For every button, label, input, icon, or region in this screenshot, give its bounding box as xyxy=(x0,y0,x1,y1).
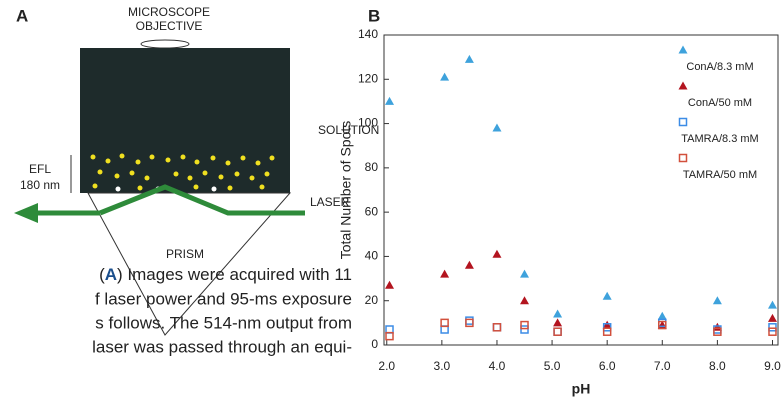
point xyxy=(602,323,612,332)
legend-marker xyxy=(678,153,688,163)
laser-beam xyxy=(99,184,305,216)
panel-label: A xyxy=(16,6,28,25)
y-tick-label: 100 xyxy=(358,116,378,130)
legend-marker xyxy=(678,81,688,90)
laser-label: LASER xyxy=(310,195,350,209)
y-axis-label: Total Number of Spots xyxy=(338,121,354,260)
point xyxy=(492,249,502,258)
y-tick-label: 20 xyxy=(365,293,379,307)
point xyxy=(713,327,722,336)
efl-label: EFL xyxy=(29,162,51,176)
y-tick-label: 120 xyxy=(358,71,378,85)
point xyxy=(767,313,777,322)
arrow-head xyxy=(14,203,38,223)
caption-line: s follows. The 514-nm output from xyxy=(95,313,352,332)
objective-label: OBJECTIVE xyxy=(136,19,203,33)
y-tick-label: 140 xyxy=(358,27,378,41)
objective xyxy=(140,39,190,49)
point xyxy=(602,320,612,329)
point xyxy=(440,269,450,278)
legend-label: ConA/50 mM xyxy=(688,97,752,109)
y-tick-label: 60 xyxy=(365,204,379,218)
y-tick-label: 0 xyxy=(371,337,378,351)
point xyxy=(440,72,450,81)
point xyxy=(465,318,474,328)
point xyxy=(520,296,530,305)
point xyxy=(385,280,395,289)
point xyxy=(553,318,563,327)
point xyxy=(492,323,502,332)
solution-label: SOLUTION xyxy=(318,123,379,137)
x-tick-label: 9.0 xyxy=(764,359,781,373)
caption-line: f laser power and 95-ms exposure xyxy=(95,289,352,308)
point xyxy=(768,323,777,332)
point xyxy=(520,325,529,334)
panel-label: B xyxy=(368,6,380,25)
point xyxy=(464,54,474,63)
legend-marker xyxy=(678,45,688,54)
x-axis-label: pH xyxy=(572,381,591,397)
molecules xyxy=(90,153,275,191)
point xyxy=(602,291,612,300)
point xyxy=(385,331,394,341)
point xyxy=(767,300,777,309)
point xyxy=(465,316,474,325)
point xyxy=(520,320,529,330)
legend-label: TAMRA/50 mM xyxy=(683,169,757,181)
x-tick-label: 2.0 xyxy=(378,359,395,373)
point xyxy=(464,260,474,269)
point xyxy=(492,323,502,332)
point xyxy=(602,327,612,336)
x-tick-label: 7.0 xyxy=(654,359,671,373)
point xyxy=(385,96,395,105)
caption-line: laser was passed through an equi- xyxy=(92,337,352,356)
panel-a: A MICROSCOPE OBJECTIVE SOLUTION EFL 180 … xyxy=(14,5,379,336)
y-tick-label: 80 xyxy=(365,160,379,174)
caption-part: ) Images were acquired with 11 xyxy=(117,265,352,284)
x-tick-label: 3.0 xyxy=(434,359,451,373)
point xyxy=(712,296,722,305)
prism-label: PRISM xyxy=(166,247,204,261)
legend-marker xyxy=(678,117,688,127)
caption-line: (A) Images were acquired with 11 xyxy=(99,265,352,284)
x-tick-label: 6.0 xyxy=(599,359,616,373)
point xyxy=(553,327,562,336)
point xyxy=(553,309,563,318)
point xyxy=(553,327,562,336)
legend-label: TAMRA/8.3 mM xyxy=(681,133,758,145)
point xyxy=(768,327,777,336)
prism xyxy=(87,192,292,336)
y-tick-label: 40 xyxy=(365,249,379,263)
efl-label: 180 nm xyxy=(20,178,60,192)
x-tick-label: 8.0 xyxy=(709,359,726,373)
x-tick-label: 4.0 xyxy=(489,359,506,373)
objective-label: MICROSCOPE xyxy=(128,5,210,19)
point xyxy=(657,311,667,320)
point xyxy=(492,123,502,132)
x-tick-label: 5.0 xyxy=(544,359,561,373)
legend-label: ConA/8.3 mM xyxy=(686,61,753,73)
point xyxy=(520,269,530,278)
point xyxy=(658,320,667,330)
caption-part: ( xyxy=(99,265,105,284)
plot-frame xyxy=(383,34,779,346)
caption-part: A xyxy=(105,265,117,284)
solution-box xyxy=(80,48,290,193)
point xyxy=(440,318,449,328)
